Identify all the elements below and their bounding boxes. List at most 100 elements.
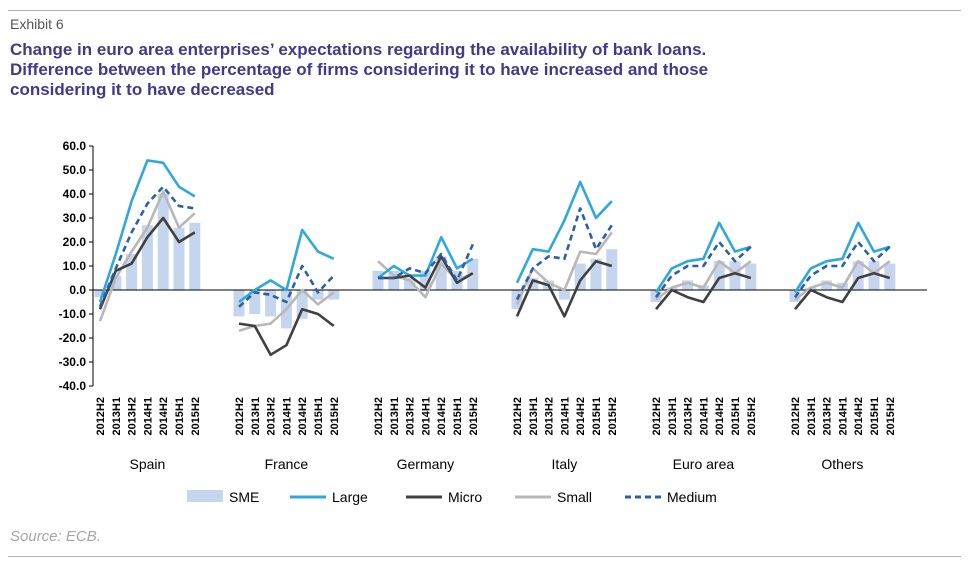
series-line-medium: [515, 207, 613, 301]
bar-sme: [590, 258, 602, 290]
y-tick-label: -20.0: [59, 331, 87, 345]
group-label: Spain: [129, 456, 165, 472]
y-tick-label: 60.0: [63, 139, 87, 153]
series-line-medium: [793, 240, 891, 298]
bar-sme: [527, 278, 539, 290]
series-line-medium: [378, 243, 474, 282]
bar-sme: [729, 261, 741, 290]
y-tick-label: 30.0: [63, 211, 87, 225]
x-tick-label: 2014H1: [142, 397, 154, 436]
chart-title-line-3: considering it to have decreased: [10, 80, 275, 99]
x-tick-label: 2013H2: [822, 397, 834, 436]
series-line-small: [98, 190, 196, 322]
bar-sme: [821, 280, 833, 290]
x-tick-label: 2015H1: [174, 397, 186, 436]
y-tick-label: 20.0: [63, 235, 87, 249]
bar-sme: [296, 290, 308, 319]
x-tick-label: 2015H1: [869, 397, 881, 436]
bar-sme: [682, 280, 694, 290]
x-tick-label: 2015H1: [591, 397, 603, 436]
x-tick-label: 2013H1: [111, 397, 123, 436]
bar-sme: [404, 278, 416, 290]
x-tick-label: 2015H2: [607, 397, 619, 436]
x-tick-label: 2015H1: [313, 397, 325, 436]
y-tick-label: 10.0: [63, 259, 87, 273]
bar-sme: [328, 290, 340, 300]
x-tick-label: 2015H2: [885, 397, 897, 436]
x-tick-label: 2013H2: [127, 397, 139, 436]
x-tick-label: 2012H2: [234, 397, 246, 436]
bar-sme: [189, 222, 201, 290]
x-tick-label: 2012H2: [512, 397, 524, 436]
legend-label-medium: Medium: [667, 489, 717, 505]
bar-sme: [312, 290, 324, 300]
x-tick-label: 2012H2: [651, 397, 663, 436]
bar-sme: [173, 227, 185, 290]
series-line-micro: [515, 259, 613, 318]
bar-sme: [713, 261, 725, 290]
y-tick-label: -30.0: [59, 355, 87, 369]
series-line-micro: [654, 271, 752, 311]
bar-sme: [110, 275, 122, 290]
series-line-micro: [98, 216, 196, 310]
bar-sme: [852, 261, 864, 290]
bar-sme: [372, 270, 384, 290]
x-tick-label: 2013H2: [544, 397, 556, 436]
legend-label-large: Large: [332, 489, 368, 505]
legend-swatch-sme: [187, 490, 223, 502]
bar-sme: [265, 290, 277, 317]
chart-title: Change in euro area enterprises’ expecta…: [10, 40, 955, 100]
y-tick-label: 40.0: [63, 187, 87, 201]
group-label: Italy: [552, 456, 578, 472]
x-tick-label: 2014H1: [420, 397, 432, 436]
y-tick-label: -10.0: [59, 307, 87, 321]
x-tick-label: 2015H2: [468, 397, 480, 436]
chart-title-line-2: Difference between the percentage of fir…: [10, 60, 709, 79]
bar-sme: [94, 290, 106, 298]
bar-sme: [157, 194, 169, 290]
x-tick-label: 2014H2: [575, 397, 587, 436]
x-tick-label: 2012H2: [373, 397, 385, 436]
series-line-medium: [654, 240, 752, 298]
x-tick-label: 2013H2: [405, 397, 417, 436]
x-tick-label: 2015H1: [730, 397, 742, 436]
x-tick-label: 2014H1: [837, 397, 849, 436]
source-note: Source: ECB.: [10, 528, 101, 545]
bar-sme: [388, 270, 400, 290]
group-label: Others: [821, 456, 863, 472]
bar-sme: [141, 225, 153, 290]
x-tick-label: 2014H2: [853, 397, 865, 436]
x-tick-label: 2015H1: [452, 397, 464, 436]
group-label: Euro area: [673, 456, 735, 472]
bar-sme: [126, 254, 138, 290]
x-tick-label: 2013H1: [250, 397, 262, 436]
bar-sme: [558, 290, 570, 300]
x-tick-label: 2014H2: [436, 397, 448, 436]
x-tick-label: 2013H1: [528, 397, 540, 436]
bar-sme: [868, 261, 880, 290]
series-line-medium: [98, 185, 195, 308]
x-tick-label: 2014H1: [698, 397, 710, 436]
series-line-micro: [238, 307, 335, 357]
x-tick-label: 2014H2: [714, 397, 726, 436]
bar-sme: [249, 290, 261, 314]
group-label: France: [265, 456, 309, 472]
y-tick-label: -40.0: [59, 379, 87, 393]
legend-label-sme: SME: [229, 489, 259, 505]
x-tick-label: 2015H2: [190, 397, 202, 436]
series-line-large: [377, 235, 474, 280]
x-tick-label: 2014H1: [281, 397, 293, 436]
bar-sme: [606, 249, 618, 290]
series-line-medium: [238, 264, 335, 308]
chart-title-line-1: Change in euro area enterprises’ expecta…: [10, 40, 707, 59]
x-tick-label: 2013H2: [683, 397, 695, 436]
x-tick-label: 2015H2: [746, 397, 758, 436]
series-line-large: [238, 228, 335, 304]
group-label: Germany: [397, 456, 455, 472]
bar-sme: [435, 256, 447, 290]
bar-sme: [574, 263, 586, 290]
series-line-large: [793, 221, 891, 294]
series-line-large: [515, 180, 613, 284]
exhibit-label: Exhibit 6: [10, 16, 64, 32]
